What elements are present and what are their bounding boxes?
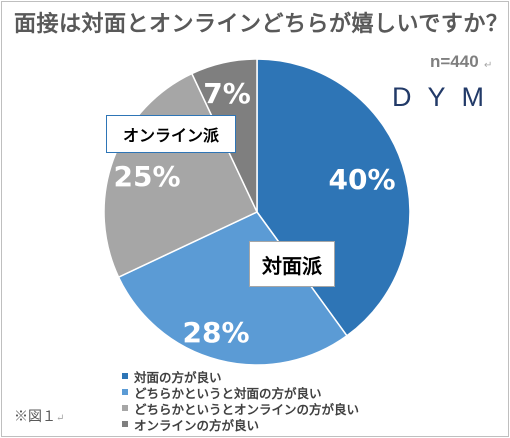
legend-swatch — [122, 405, 128, 411]
figure-caption: ※図１↵ — [14, 406, 64, 426]
return-mark: ↵ — [56, 413, 65, 424]
legend-swatch — [122, 373, 128, 379]
slice-label: 28% — [182, 316, 249, 349]
legend-label: 対面の方が良い — [134, 369, 222, 385]
legend-label: オンラインの方が良い — [134, 417, 260, 433]
slice-label: 7% — [203, 77, 251, 110]
online-callout-text: オンライン派 — [122, 126, 219, 145]
legend-item: オンラインの方が良い — [122, 416, 359, 433]
legend-label: どちらかというとオンラインの方が良い — [134, 401, 360, 417]
pie-slice — [256, 58, 411, 337]
pie-slice-labels: 40% 28% 25% 7% — [113, 77, 395, 349]
legend: 対面の方が良い どちらかというと対面の方が良い どちらかというとオンラインの方が… — [122, 368, 360, 433]
face-to-face-callout-text: 対面派 — [262, 253, 322, 278]
sample-size-text: n=440 — [430, 52, 479, 71]
legend-item: どちらかというと対面の方が良い — [122, 384, 359, 401]
legend-item: どちらかというとオンラインの方が良い — [122, 400, 360, 417]
return-mark: ↵ — [484, 60, 493, 71]
slice-label: 25% — [113, 160, 180, 193]
face-to-face-callout: 対面派 — [249, 241, 335, 287]
figure-caption-text: ※図１ — [14, 409, 56, 425]
legend-swatch — [122, 389, 128, 395]
sample-size: n=440 — [430, 52, 479, 72]
legend-swatch — [122, 421, 128, 427]
chart-title: 面接は対面とオンラインどちらが嬉しいですか？ — [14, 12, 509, 37]
pie-slice — [117, 211, 348, 366]
pie-slices — [103, 58, 411, 366]
online-callout: オンライン派 — [106, 115, 236, 153]
legend-item: 対面の方が良い — [122, 368, 359, 385]
slice-label: 40% — [328, 163, 395, 196]
brand-logo: DYM — [392, 82, 500, 112]
legend-label: どちらかというと対面の方が良い — [134, 385, 322, 401]
